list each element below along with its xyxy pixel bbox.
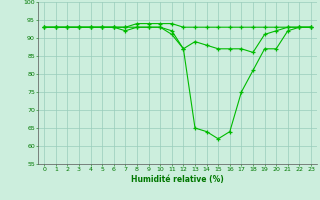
X-axis label: Humidité relative (%): Humidité relative (%) xyxy=(131,175,224,184)
